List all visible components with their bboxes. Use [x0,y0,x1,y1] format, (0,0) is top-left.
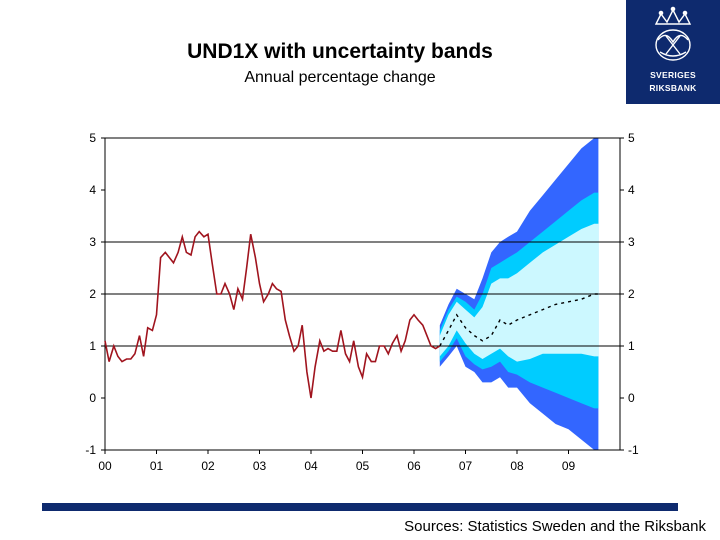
y-tick-label-right: -1 [628,443,639,457]
y-tick-label-left: 1 [89,339,96,353]
y-tick-label-left: 2 [89,287,96,301]
riksbank-logo: SVERIGES RIKSBANK [626,0,720,104]
y-tick-label-left: 5 [89,131,96,145]
y-tick-label-right: 3 [628,235,635,249]
x-tick-label: 02 [201,459,215,473]
x-tick-label: 00 [98,459,112,473]
y-tick-label-right: 0 [628,391,635,405]
y-tick-label-right: 1 [628,339,635,353]
band-inner [439,223,599,362]
x-tick-label: 06 [407,459,421,473]
chart-canvas: -1 -10 01 12 23 34 45 500 01 02 03 04 05 06 07 08 09 [85,131,639,473]
x-tick-label: 08 [510,459,524,473]
x-tick-label: 05 [356,459,370,473]
y-tick-label-left: 0 [89,391,96,405]
outcome-line [104,230,441,399]
logo-line2: RIKSBANK [649,83,697,93]
x-tick-label: 01 [150,459,164,473]
y-tick-label-right: 2 [628,287,635,301]
y-tick-label-left: 4 [89,183,96,197]
chart-title: UND1X with uncertainty bands [187,40,493,63]
y-tick-label-right: 4 [628,183,635,197]
y-tick-label-left: 3 [89,235,96,249]
footer-bar [42,503,678,511]
y-tick-label-left: -1 [85,443,96,457]
x-tick-label: 09 [562,459,576,473]
x-tick-label: 04 [304,459,318,473]
y-tick-label-right: 5 [628,131,635,145]
crown-emblem-icon [654,6,692,61]
chart-subtitle: Annual percentage change [244,69,436,86]
logo-line1: SVERIGES [650,70,696,80]
x-tick-label: 07 [459,459,473,473]
source-note: Sources: Statistics Sweden and the Riksb… [404,518,706,535]
x-tick-label: 03 [253,459,267,473]
